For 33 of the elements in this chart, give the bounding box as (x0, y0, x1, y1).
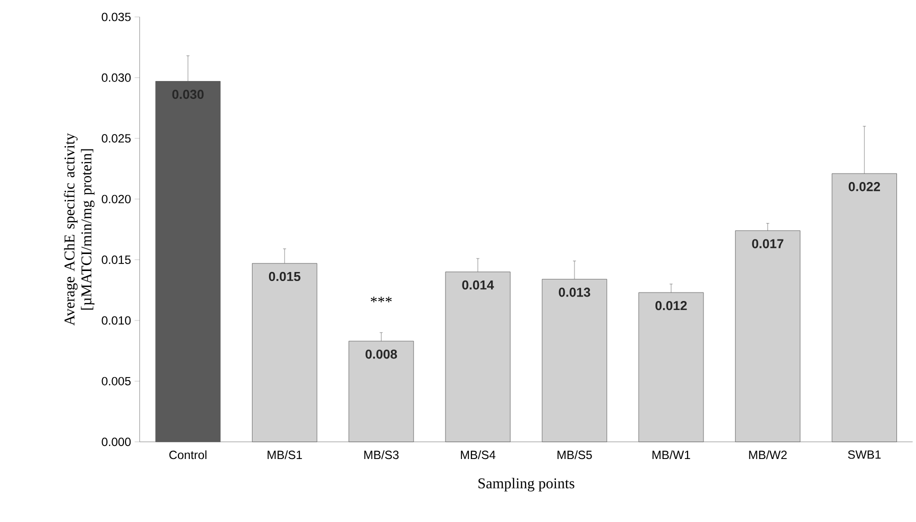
bar (348, 341, 414, 442)
x-tick-label: MB/S3 (364, 450, 399, 460)
x-tick-label: MB/W1 (652, 450, 690, 460)
x-tick-label: Control (169, 450, 206, 460)
y-tick-label: 0.010 (102, 316, 131, 325)
x-tick-label: MB/W2 (749, 450, 787, 460)
annotation: *** (370, 296, 392, 302)
x-tick-label: MB/S5 (558, 450, 592, 460)
data-label: 0.012 (655, 301, 687, 310)
y-tick-label: 0.020 (102, 195, 131, 204)
x-tick-label: SWB1 (848, 450, 881, 459)
data-label: 0.022 (848, 182, 880, 192)
data-label: 0.008 (366, 350, 397, 359)
bar (445, 272, 510, 442)
y-tick-label: 0.005 (102, 377, 131, 386)
x-tick-label: MB/S1 (268, 450, 302, 460)
bar (832, 174, 897, 442)
bar (735, 230, 800, 442)
data-label: 0.015 (268, 272, 300, 282)
data-label: 0.014 (462, 280, 494, 290)
y-tick-label: 0.015 (102, 256, 131, 264)
x-tick-label: MB/S4 (460, 450, 496, 460)
bar (638, 292, 704, 442)
y-tick-label: 0.025 (102, 134, 131, 143)
x-axis-title: Sampling points (478, 478, 574, 492)
y-axis-title: Average AChE specific activity [µMATCI/min/mg protein] (64, 133, 94, 326)
y-tick-label: 0.035 (102, 12, 131, 22)
bar (252, 263, 318, 442)
y-tick-label: 0.030 (102, 74, 131, 82)
bar (542, 279, 608, 442)
y-tick-label: 0.000 (102, 438, 131, 446)
data-label: 0.013 (558, 288, 590, 298)
data-label: 0.017 (752, 239, 784, 248)
